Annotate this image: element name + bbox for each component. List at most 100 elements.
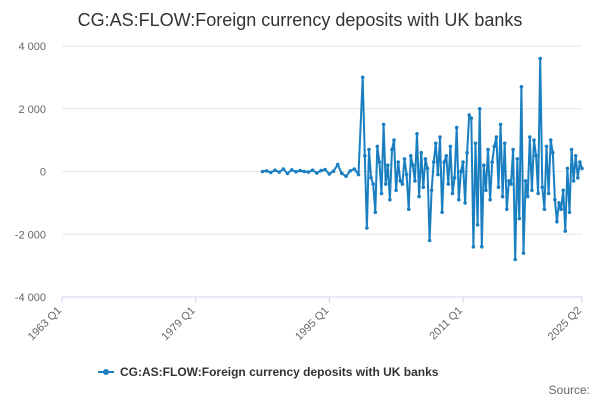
data-point[interactable]	[507, 179, 511, 183]
data-point[interactable]	[540, 185, 545, 189]
data-point[interactable]	[371, 182, 376, 186]
data-point[interactable]	[335, 162, 340, 167]
data-point[interactable]	[436, 172, 440, 177]
data-point[interactable]	[473, 141, 478, 146]
data-point[interactable]	[431, 160, 436, 164]
data-point[interactable]	[281, 167, 286, 171]
data-point[interactable]	[471, 245, 476, 249]
data-point[interactable]	[310, 168, 315, 172]
data-point[interactable]	[340, 171, 344, 176]
data-point[interactable]	[306, 170, 311, 174]
data-point[interactable]	[519, 85, 524, 89]
data-point[interactable]	[383, 182, 388, 186]
data-point[interactable]	[463, 201, 467, 205]
data-point[interactable]	[392, 138, 396, 142]
data-point[interactable]	[565, 166, 570, 171]
data-point[interactable]	[377, 160, 382, 164]
data-point[interactable]	[461, 160, 465, 164]
data-point[interactable]	[488, 197, 492, 202]
data-point[interactable]	[538, 56, 542, 61]
data-point[interactable]	[269, 170, 273, 175]
data-point[interactable]	[398, 179, 403, 183]
data-point[interactable]	[344, 174, 348, 178]
data-point[interactable]	[440, 210, 444, 215]
data-point[interactable]	[386, 163, 390, 167]
data-point[interactable]	[534, 154, 538, 158]
series-line[interactable]	[262, 57, 583, 261]
data-point[interactable]	[452, 176, 457, 180]
data-point[interactable]	[467, 113, 472, 117]
data-point[interactable]	[459, 169, 463, 174]
data-point[interactable]	[546, 191, 551, 196]
data-point[interactable]	[319, 168, 323, 173]
data-point[interactable]	[561, 188, 565, 193]
data-point[interactable]	[465, 150, 469, 155]
data-point[interactable]	[573, 154, 578, 158]
data-point[interactable]	[454, 125, 459, 130]
data-point[interactable]	[365, 226, 369, 230]
data-point[interactable]	[425, 166, 430, 171]
data-point[interactable]	[417, 194, 421, 199]
data-point[interactable]	[480, 245, 484, 249]
data-point[interactable]	[576, 176, 580, 180]
data-point[interactable]	[402, 157, 407, 161]
data-point[interactable]	[388, 197, 392, 202]
data-point[interactable]	[434, 141, 438, 146]
data-point[interactable]	[415, 132, 419, 136]
data-point[interactable]	[559, 207, 563, 211]
data-point[interactable]	[294, 170, 298, 174]
data-point[interactable]	[315, 171, 319, 175]
data-point[interactable]	[404, 172, 409, 177]
data-point[interactable]	[515, 157, 520, 161]
data-point[interactable]	[352, 167, 357, 171]
data-point[interactable]	[544, 144, 549, 149]
data-point[interactable]	[486, 147, 490, 152]
data-point[interactable]	[505, 207, 509, 211]
data-point[interactable]	[375, 144, 380, 149]
data-point[interactable]	[563, 229, 568, 233]
data-point[interactable]	[509, 182, 513, 186]
data-point[interactable]	[457, 197, 461, 202]
data-point[interactable]	[536, 191, 540, 196]
data-point[interactable]	[571, 179, 576, 183]
data-point[interactable]	[530, 188, 534, 193]
data-point[interactable]	[580, 166, 584, 171]
data-point[interactable]	[273, 168, 277, 172]
data-point[interactable]	[379, 191, 384, 196]
data-point[interactable]	[442, 160, 447, 164]
data-point[interactable]	[394, 188, 398, 193]
data-point[interactable]	[427, 238, 432, 243]
data-point[interactable]	[548, 138, 553, 142]
data-point[interactable]	[469, 116, 474, 120]
data-point[interactable]	[373, 210, 378, 215]
data-point[interactable]	[525, 194, 530, 199]
data-point[interactable]	[363, 154, 367, 158]
data-point[interactable]	[578, 160, 582, 164]
data-point[interactable]	[421, 185, 426, 189]
data-point[interactable]	[409, 154, 413, 158]
data-point[interactable]	[513, 257, 517, 262]
data-point[interactable]	[298, 168, 302, 173]
data-point[interactable]	[356, 172, 361, 177]
data-point[interactable]	[567, 210, 572, 215]
data-point[interactable]	[264, 169, 269, 173]
data-point[interactable]	[423, 157, 428, 161]
data-point[interactable]	[360, 75, 365, 80]
data-point[interactable]	[494, 135, 499, 139]
data-point[interactable]	[528, 135, 532, 139]
data-point[interactable]	[419, 150, 424, 155]
data-point[interactable]	[444, 154, 449, 158]
data-point[interactable]	[277, 170, 282, 174]
data-point[interactable]	[555, 219, 559, 224]
data-point[interactable]	[396, 160, 401, 164]
data-point[interactable]	[502, 141, 507, 146]
data-point[interactable]	[438, 135, 442, 139]
data-point[interactable]	[406, 207, 411, 211]
data-point[interactable]	[381, 122, 386, 127]
legend[interactable]: CG:AS:FLOW:Foreign currency deposits wit…	[98, 365, 439, 379]
data-point[interactable]	[511, 147, 515, 152]
data-point[interactable]	[260, 169, 265, 174]
data-point[interactable]	[569, 147, 574, 152]
data-point[interactable]	[557, 201, 561, 205]
data-point[interactable]	[411, 163, 415, 167]
